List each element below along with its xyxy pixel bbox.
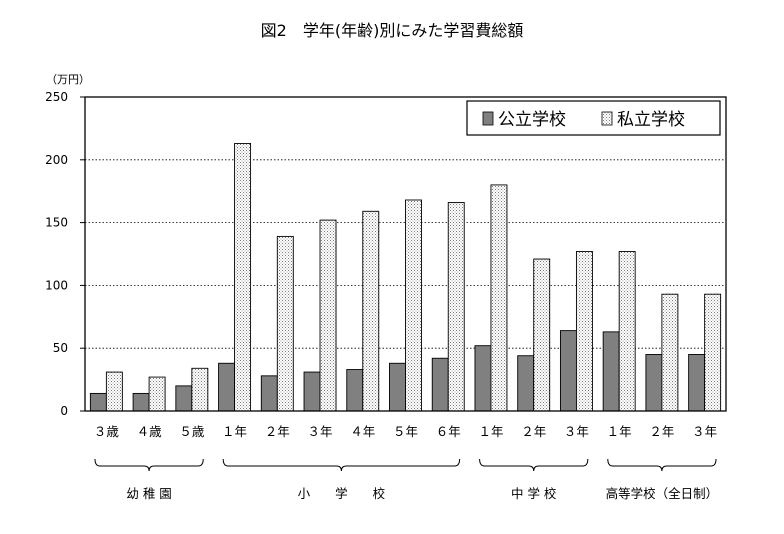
- group-label: 幼 稚 園: [126, 486, 171, 501]
- bar-public: [602, 331, 620, 412]
- group-label: 中 学 校: [511, 486, 557, 501]
- bar-private: [618, 251, 636, 412]
- y-tick-label: 200: [45, 153, 68, 167]
- group-brace: [607, 458, 717, 472]
- bar-public: [89, 392, 107, 412]
- x-axis: ３歳 ４歳 ５歳 １年 ２年 ３年 ４年 ５年 ６年 １年 ２年 ３年 １年 ２年 ３年: [94, 424, 717, 439]
- bar-private: [447, 202, 465, 412]
- group-brace: [222, 458, 461, 472]
- bar-private: [661, 293, 679, 412]
- legend-swatch-public: [482, 111, 494, 126]
- x-category-label: ２年: [649, 424, 674, 439]
- bar-public: [517, 355, 535, 412]
- x-category-label: １年: [607, 424, 632, 439]
- x-category-label: ５年: [393, 424, 418, 439]
- legend-label-public: 公立学校: [498, 110, 566, 130]
- bar-public: [431, 357, 449, 412]
- bar-public: [688, 354, 706, 412]
- bar-private: [405, 199, 422, 412]
- y-tick-label: 50: [53, 341, 68, 355]
- legend: 公立学校 私立学校: [466, 100, 721, 136]
- x-category-label: ６年: [436, 424, 461, 439]
- bar-private: [105, 371, 123, 412]
- x-category-label: １年: [222, 424, 247, 439]
- bar-private: [533, 258, 551, 412]
- bar-public: [389, 362, 406, 412]
- chart-title: 図2 学年(年齢)別にみた学習費総額: [261, 21, 524, 40]
- legend-box: [466, 100, 721, 136]
- group-brace: [479, 458, 589, 472]
- bar-public: [218, 362, 236, 412]
- y-unit-label: （万円）: [46, 73, 90, 86]
- bar-private: [148, 376, 166, 412]
- bar-private: [575, 251, 593, 412]
- bars: [89, 143, 722, 412]
- category-groups: 幼 稚 園 小 学 校 中 学 校 高等学校（全日制）: [94, 458, 719, 501]
- bar-public: [260, 375, 278, 412]
- x-category-label: ５歳: [179, 424, 205, 439]
- y-tick-label: 250: [45, 90, 68, 104]
- bar-public: [645, 354, 663, 412]
- bar-private: [191, 367, 209, 412]
- bar-public: [346, 369, 364, 412]
- x-category-label: ３年: [564, 424, 589, 439]
- y-axis: 0 50 100 150 200 250: [45, 90, 85, 418]
- bar-public: [559, 330, 577, 412]
- bar-private: [362, 210, 380, 412]
- y-tick-label: 0: [60, 404, 68, 418]
- x-category-label: ４歳: [137, 424, 163, 439]
- bar-private: [490, 184, 508, 412]
- bar-private: [704, 293, 722, 412]
- group-brace: [94, 458, 204, 472]
- bar-private: [276, 235, 294, 412]
- group-label: 小 学 校: [298, 486, 386, 501]
- x-category-label: ２年: [521, 424, 546, 439]
- bar-public: [474, 345, 492, 412]
- y-tick-label: 150: [45, 216, 68, 230]
- bar-public: [175, 385, 193, 412]
- bar-private: [234, 143, 252, 412]
- bar-public: [132, 392, 150, 412]
- bar-public: [303, 371, 321, 412]
- x-category-label: ３歳: [94, 424, 120, 439]
- plot-area-frame: [84, 96, 727, 412]
- legend-swatch-private: [601, 111, 613, 126]
- x-category-label: １年: [478, 424, 503, 439]
- x-category-label: ４年: [350, 424, 375, 439]
- bar-private: [319, 219, 337, 412]
- x-category-label: ２年: [265, 424, 290, 439]
- x-category-label: ３年: [308, 424, 333, 439]
- x-category-label: ３年: [692, 424, 717, 439]
- legend-label-private: 私立学校: [617, 110, 685, 130]
- group-label: 高等学校（全日制）: [606, 486, 719, 501]
- y-tick-label: 100: [45, 278, 68, 292]
